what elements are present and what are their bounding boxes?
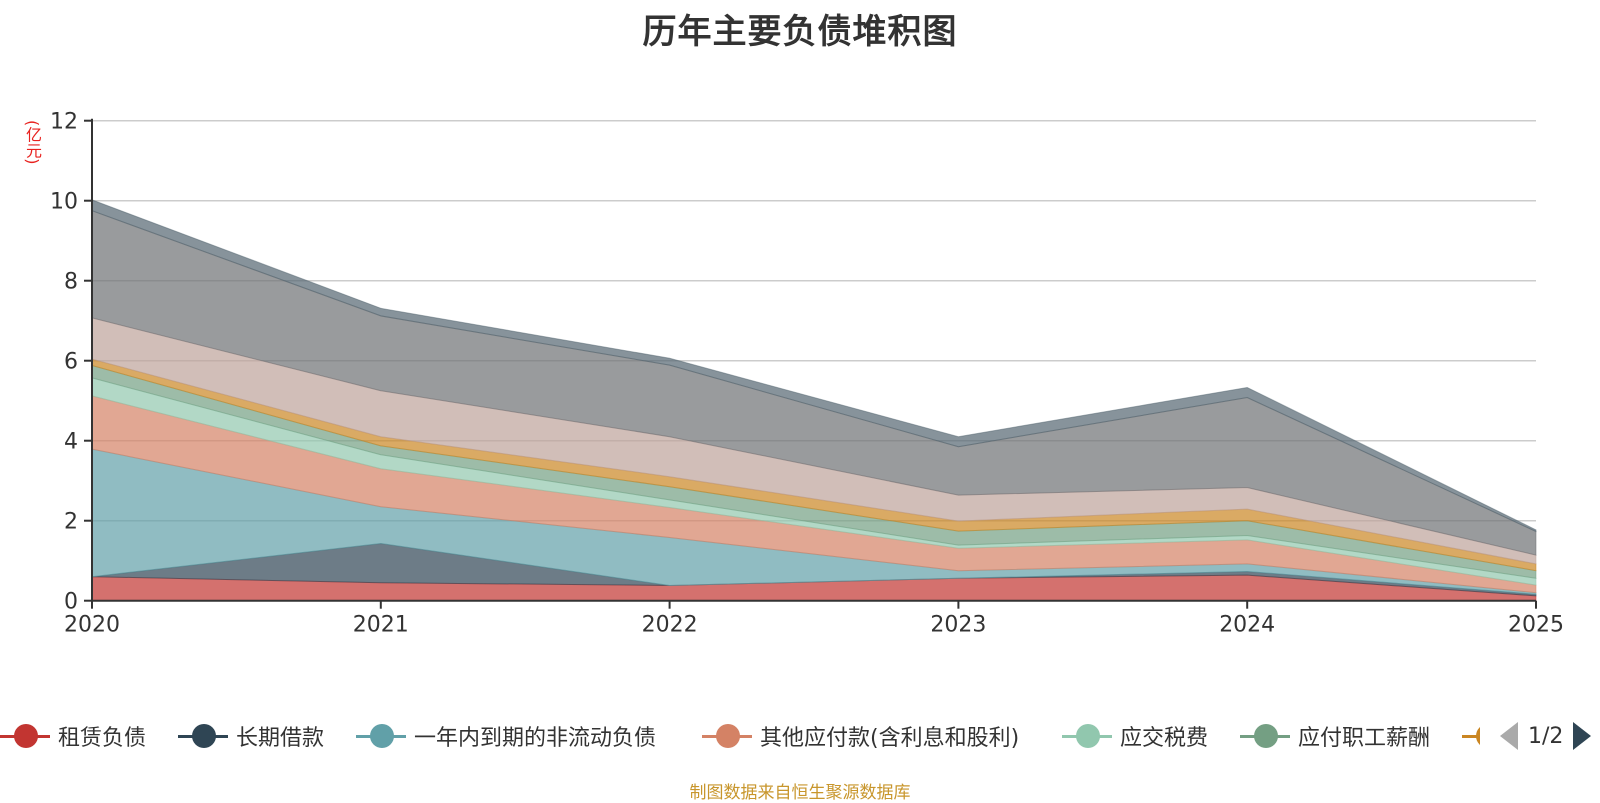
legend-item[interactable]: 应付职工薪酬 bbox=[1240, 718, 1430, 754]
legend-pager: 1/2 bbox=[1500, 718, 1592, 754]
y-tick-label: 4 bbox=[64, 430, 78, 455]
y-tick-label: 0 bbox=[64, 590, 78, 615]
legend-label: 一年内到期的非流动负债 bbox=[414, 726, 657, 751]
legend-item[interactable]: 其他应付款(含利息和股利) bbox=[702, 718, 1019, 754]
y-tick-label: 6 bbox=[64, 350, 78, 375]
legend-circle-icon bbox=[1240, 718, 1290, 754]
stacked-areas bbox=[91, 199, 1537, 602]
area-series-9[interactable] bbox=[91, 199, 1537, 533]
x-tick-label: 2021 bbox=[353, 613, 409, 638]
x-tick-label: 2020 bbox=[64, 613, 120, 638]
legend-item[interactable] bbox=[1462, 718, 1480, 754]
legend-label: 长期借款 bbox=[236, 726, 325, 751]
triangle-right-icon[interactable] bbox=[1573, 722, 1592, 750]
legend-page-indicator: 1/2 bbox=[1528, 723, 1564, 749]
legend-circle-icon bbox=[1462, 718, 1480, 754]
y-axis-unit-label: (亿元) bbox=[23, 120, 42, 165]
y-tick-label: 12 bbox=[50, 110, 78, 135]
x-tick-label: 2022 bbox=[642, 613, 698, 638]
x-tick-label: 2024 bbox=[1219, 613, 1275, 638]
legend-circle-icon bbox=[178, 718, 228, 754]
triangle-left-icon[interactable] bbox=[1500, 722, 1518, 750]
legend-circle-icon bbox=[356, 718, 406, 754]
legend-circle-icon bbox=[0, 718, 50, 754]
x-tick-label: 2023 bbox=[930, 613, 986, 638]
legend-label: 其他应付款(含利息和股利) bbox=[760, 726, 1020, 751]
legend-label: 应交税费 bbox=[1120, 726, 1209, 751]
y-tick-label: 10 bbox=[50, 190, 78, 215]
axes: 0 2 4 6 8 10 12 2020 2021 2022 2023 2024 2025 bbox=[50, 110, 1564, 638]
legend-item[interactable]: 长期借款 bbox=[178, 718, 324, 754]
y-tick-label: 2 bbox=[64, 510, 78, 535]
legend-label: 应付职工薪酬 bbox=[1298, 726, 1431, 751]
legend: 租赁负债 长期借款 一年内到期的非流动负债 其他应付款(含利息和股利) 应交税费 应付职工… bbox=[0, 718, 1600, 754]
legend-item[interactable]: 应交税费 bbox=[1062, 718, 1208, 754]
legend-circle-icon bbox=[702, 718, 752, 754]
y-tick-label: 8 bbox=[64, 270, 78, 295]
legend-item[interactable]: 一年内到期的非流动负债 bbox=[356, 718, 656, 754]
legend-circle-icon bbox=[1062, 718, 1112, 754]
chart-title: 历年主要负债堆积图 bbox=[642, 12, 958, 52]
x-tick-label: 2025 bbox=[1508, 613, 1564, 638]
legend-item[interactable]: 租赁负债 bbox=[0, 718, 146, 754]
data-source-footer: 制图数据来自恒生聚源数据库 bbox=[689, 783, 911, 803]
legend-label: 租赁负债 bbox=[58, 726, 147, 751]
